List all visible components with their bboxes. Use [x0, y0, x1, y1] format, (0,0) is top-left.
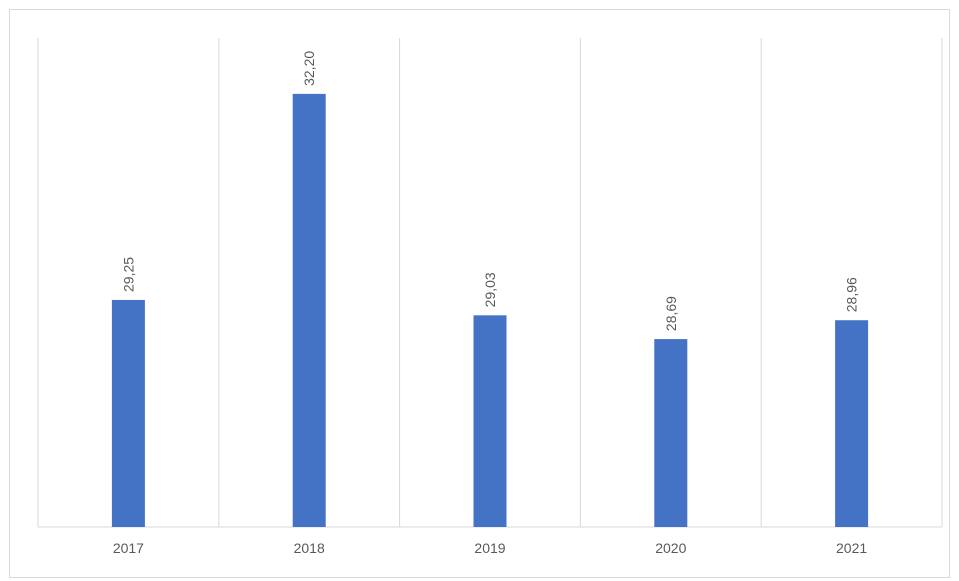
bar — [473, 315, 507, 527]
bar — [654, 339, 688, 527]
x-tick-label: 2018 — [294, 540, 325, 556]
x-tick-label: 2020 — [655, 540, 686, 556]
value-label: 29,03 — [482, 272, 498, 307]
value-label: 32,20 — [301, 51, 317, 86]
bar — [292, 93, 326, 527]
x-tick-label: 2017 — [113, 540, 144, 556]
value-label: 29,25 — [120, 257, 136, 292]
bar — [111, 299, 145, 527]
value-label: 28,69 — [663, 296, 679, 331]
bar — [835, 320, 869, 527]
value-label: 28,96 — [844, 277, 860, 312]
x-tick-label: 2021 — [836, 540, 867, 556]
x-tick-label: 2019 — [474, 540, 505, 556]
